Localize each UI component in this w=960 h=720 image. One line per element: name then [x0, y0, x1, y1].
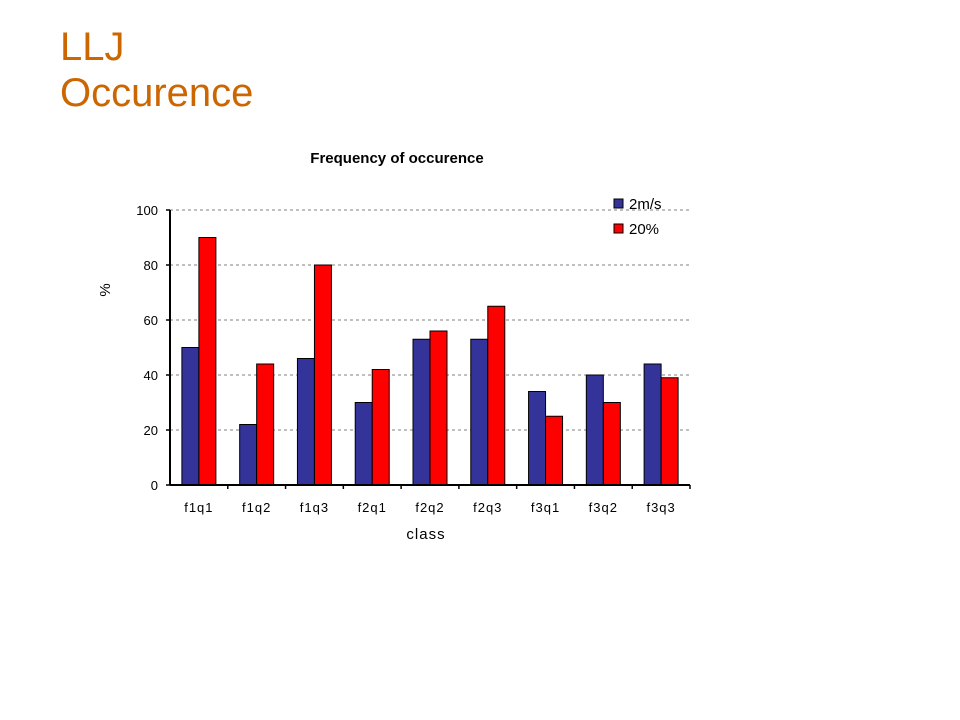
y-tick-label: 20	[144, 423, 158, 438]
bar-f2q1-series-1	[354, 402, 373, 486]
slide-title-line-1: LLJ	[60, 25, 125, 69]
chart-title: Frequency of occurence	[310, 150, 483, 167]
tick-labels: 0 20 40 60 80 100 f1q1 f1q2 f1q3 f2q1 f2q2 f2q3 f3q1…	[136, 203, 675, 515]
legend: 2m/s 20%	[613, 196, 662, 238]
bar-f3q1-series-2	[545, 415, 564, 486]
y-tick-label: 100	[136, 203, 158, 218]
bar-f1q1-series-1	[181, 347, 200, 486]
bar-f1q1-series-2	[198, 237, 217, 486]
x-tick-label: f1q3	[300, 500, 329, 515]
axes	[166, 209, 691, 489]
bar-f3q3-series-1	[643, 363, 662, 486]
slide-title-line-2: Occurence	[60, 71, 254, 115]
bar-f2q2-series-1	[412, 338, 431, 486]
x-tick-label: f2q2	[415, 500, 444, 515]
y-axis-label: %	[97, 283, 114, 296]
legend-label: 20%	[629, 221, 659, 238]
bar-f2q2-series-2	[429, 330, 448, 486]
bar-f1q2-series-1	[239, 424, 258, 486]
bar-f3q3-series-2	[660, 377, 679, 486]
y-tick-label: 0	[151, 478, 158, 493]
bars	[181, 237, 679, 486]
legend-swatch	[613, 223, 624, 234]
bar-f1q2-series-2	[256, 363, 275, 486]
x-tick-label: f2q3	[473, 500, 502, 515]
y-tick-label: 80	[144, 258, 158, 273]
x-tick-label: f1q1	[184, 500, 213, 515]
bar-f3q2-series-1	[585, 374, 604, 486]
legend-label: 2m/s	[629, 196, 662, 213]
bar-f1q3-series-1	[296, 358, 315, 486]
bar-f2q3-series-1	[470, 338, 489, 486]
bar-f2q3-series-2	[487, 305, 506, 486]
x-axis-label: class	[406, 526, 445, 543]
bar-f1q3-series-2	[313, 264, 332, 486]
slide-title: LLJ Occurence	[60, 24, 253, 116]
x-tick-label: f2q1	[358, 500, 387, 515]
x-tick-label: f3q3	[646, 500, 675, 515]
x-tick-label: f1q2	[242, 500, 271, 515]
legend-swatch	[613, 198, 624, 209]
x-tick-label: f3q1	[531, 500, 560, 515]
y-tick-label: 60	[144, 313, 158, 328]
bar-f3q1-series-1	[528, 391, 547, 486]
y-tick-label: 40	[144, 368, 158, 383]
bar-f2q1-series-2	[371, 369, 390, 486]
x-tick-label: f3q2	[589, 500, 618, 515]
bar-f3q2-series-2	[602, 402, 621, 486]
